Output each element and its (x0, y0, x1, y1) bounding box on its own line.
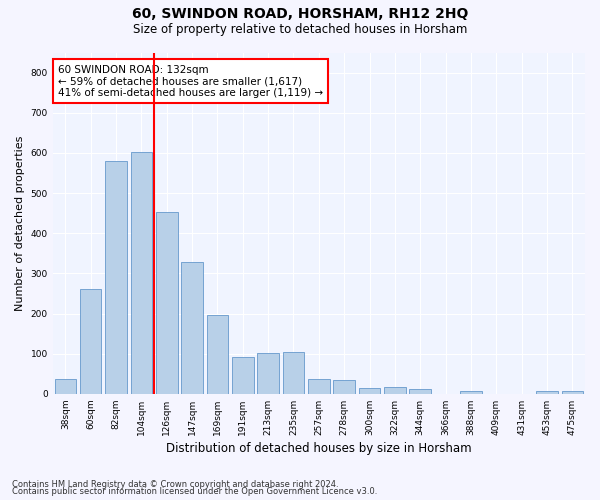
Bar (232, 357, 254, 394)
Bar (334, 380, 355, 394)
Bar (206, 315, 228, 394)
Bar (283, 352, 304, 394)
Bar (55, 378, 76, 394)
Bar (359, 388, 380, 394)
Bar (131, 152, 152, 394)
Text: Contains public sector information licensed under the Open Government Licence v3: Contains public sector information licen… (12, 487, 377, 496)
Bar (308, 378, 329, 394)
X-axis label: Distribution of detached houses by size in Horsham: Distribution of detached houses by size … (166, 442, 472, 455)
Text: Contains HM Land Registry data © Crown copyright and database right 2024.: Contains HM Land Registry data © Crown c… (12, 480, 338, 489)
Bar (181, 262, 203, 394)
Bar (409, 390, 431, 394)
Bar (257, 353, 279, 394)
Bar (384, 388, 406, 394)
Bar (156, 212, 178, 394)
Y-axis label: Number of detached properties: Number of detached properties (15, 136, 25, 311)
Bar (460, 391, 482, 394)
Bar (80, 288, 101, 394)
Text: Size of property relative to detached houses in Horsham: Size of property relative to detached ho… (133, 22, 467, 36)
Bar (562, 391, 583, 394)
Text: 60 SWINDON ROAD: 132sqm
← 59% of detached houses are smaller (1,617)
41% of semi: 60 SWINDON ROAD: 132sqm ← 59% of detache… (58, 64, 323, 98)
Bar (536, 391, 558, 394)
Bar (105, 161, 127, 394)
Text: 60, SWINDON ROAD, HORSHAM, RH12 2HQ: 60, SWINDON ROAD, HORSHAM, RH12 2HQ (132, 8, 468, 22)
